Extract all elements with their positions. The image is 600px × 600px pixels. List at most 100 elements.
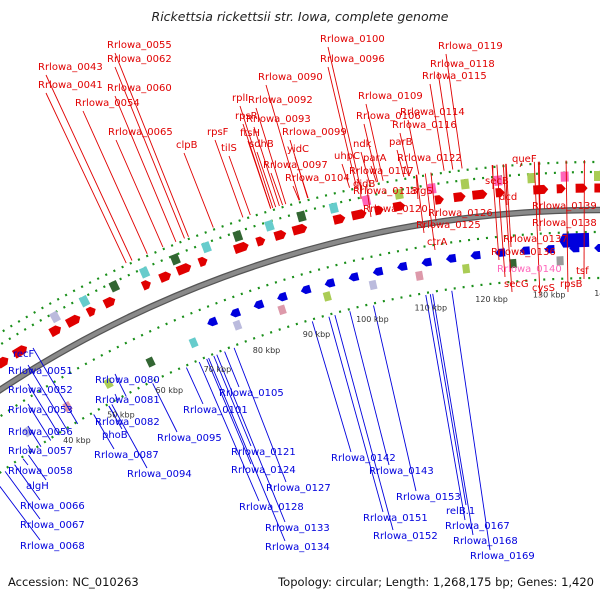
forward-gene-arrow bbox=[332, 214, 346, 225]
forward-feature-block bbox=[427, 183, 437, 195]
forward-feature-block bbox=[560, 171, 569, 182]
reverse-label-leader bbox=[213, 355, 252, 447]
track-guide-3 bbox=[0, 230, 600, 418]
reverse-gene-arrow bbox=[544, 244, 555, 254]
forward-gene-arrow bbox=[556, 184, 566, 194]
reverse-gene-label: Rrlowa_0051 bbox=[8, 366, 73, 377]
forward-gene-arrow bbox=[158, 271, 172, 283]
reverse-gene-label: Rrlowa_0143 bbox=[369, 466, 434, 477]
forward-gene-arrow bbox=[471, 189, 488, 200]
forward-gene-arrow bbox=[533, 184, 549, 195]
reverse-gene-label: recF bbox=[13, 349, 35, 360]
forward-gene-arrow bbox=[48, 325, 62, 338]
forward-gene-label: Rrlowa_0122 bbox=[397, 153, 462, 164]
forward-gene-label: Rrlowa_0065 bbox=[108, 127, 173, 138]
reverse-gene-arrow bbox=[207, 316, 219, 327]
reverse-gene-arrow bbox=[253, 299, 265, 310]
forward-label-leader bbox=[502, 164, 513, 293]
reverse-feature-block bbox=[103, 377, 114, 390]
reverse-feature-block bbox=[368, 279, 378, 291]
reverse-feature-block bbox=[232, 319, 243, 331]
forward-gene-arrow bbox=[64, 314, 81, 328]
reverse-gene-label: Rrlowa_0134 bbox=[265, 542, 330, 553]
reverse-label-leader bbox=[224, 351, 240, 388]
forward-label-leader bbox=[370, 165, 377, 183]
forward-gene-arrow bbox=[392, 201, 406, 212]
forward-feature-block bbox=[232, 229, 244, 243]
forward-gene-label: Rrlowa_0137 bbox=[503, 234, 568, 245]
forward-label-leader bbox=[416, 174, 425, 234]
gene-labels: 40 kbp 50 kbp 60 kbp 70 kbp 80 kbp 90 kbp 100 … bbox=[8, 34, 600, 562]
forward-label-leader bbox=[429, 83, 445, 171]
forward-label-leader bbox=[363, 123, 379, 183]
reverse-feature-block bbox=[277, 304, 287, 316]
reverse-gene-label: Rrlowa_0128 bbox=[239, 502, 304, 513]
forward-feature-block bbox=[394, 188, 404, 200]
reverse-gene-label: Rrlowa_0067 bbox=[20, 520, 85, 531]
reverse-gene-label: Rrlowa_0105 bbox=[219, 388, 284, 399]
forward-gene-label: Rrlowa_0136 bbox=[491, 247, 556, 258]
forward-gene-label: rpsB bbox=[560, 279, 583, 290]
forward-gene-arrow bbox=[11, 345, 28, 359]
scale-tick-label: 90 kbp bbox=[303, 330, 331, 339]
forward-gene-label: tsf bbox=[576, 266, 589, 277]
reverse-gene-label: Rrlowa_0152 bbox=[373, 531, 438, 542]
forward-gene-label: yidC bbox=[287, 144, 309, 155]
reverse-feature-block bbox=[322, 291, 332, 302]
topology-summary: Topology: circular; Length: 1,268,175 bp… bbox=[278, 575, 594, 589]
reverse-gene-arrow bbox=[300, 284, 312, 295]
forward-label-leader bbox=[533, 161, 541, 297]
forward-gene-label: Rrlowa_0104 bbox=[285, 173, 350, 184]
forward-label-leader bbox=[183, 152, 214, 228]
forward-label-leader bbox=[537, 161, 541, 232]
reverse-feature-block bbox=[22, 426, 33, 438]
forward-label-leader bbox=[214, 139, 244, 218]
reverse-label-leader bbox=[432, 293, 474, 536]
forward-gene-label: tilS bbox=[221, 143, 237, 154]
reverse-gene-label: Rrlowa_0052 bbox=[8, 385, 73, 396]
reverse-label-leader bbox=[93, 414, 115, 450]
forward-gene-label: Rrlowa_0055 bbox=[107, 40, 172, 51]
forward-gene-label: Rrlowa_0109 bbox=[358, 91, 423, 102]
forward-gene-label: Rrlowa_0116 bbox=[392, 120, 457, 131]
reverse-gene-label: relB.1 bbox=[446, 506, 475, 517]
forward-label-leader bbox=[505, 163, 508, 206]
forward-gene-arrow bbox=[495, 187, 505, 198]
forward-gene-label: Rrlowa_0043 bbox=[38, 62, 103, 73]
reverse-gene-label: Rrlowa_0168 bbox=[453, 536, 518, 547]
forward-feature-block bbox=[138, 266, 151, 279]
reverse-gene-arrow bbox=[277, 291, 288, 302]
forward-gene-label: sdhB bbox=[249, 139, 274, 150]
reverse-label-leader bbox=[198, 361, 260, 502]
reverse-gene-label: Rrlowa_0127 bbox=[266, 483, 331, 494]
forward-gene-arrow bbox=[233, 241, 249, 254]
forward-gene-label: secG bbox=[504, 279, 529, 290]
forward-label-leader bbox=[565, 160, 569, 293]
reverse-gene-label: Rrlowa_0058 bbox=[8, 466, 73, 477]
scale-tick-label: 100 kbp bbox=[356, 315, 389, 324]
forward-label-leader bbox=[115, 139, 164, 248]
reverse-label-leader bbox=[216, 354, 286, 523]
forward-gene-arrow bbox=[255, 236, 266, 247]
forward-label-leader bbox=[505, 163, 512, 248]
forward-gene-label: rpsF bbox=[207, 127, 229, 138]
reverse-gene-label: Rrlowa_0057 bbox=[8, 446, 73, 457]
reverse-gene-label: Rrlowa_0087 bbox=[94, 450, 159, 461]
forward-feature-block bbox=[296, 210, 307, 223]
forward-label-leader bbox=[404, 165, 410, 177]
forward-gene-label: Rrlowa_0097 bbox=[263, 160, 328, 171]
reverse-gene-arrow bbox=[445, 253, 457, 263]
reverse-gene-label: Rrlowa_0153 bbox=[396, 492, 461, 503]
forward-gene-label: cysS bbox=[532, 283, 555, 294]
forward-label-leader bbox=[256, 151, 277, 208]
forward-gene-label: Rrlowa_0117 bbox=[349, 166, 414, 177]
track-layer bbox=[0, 160, 600, 475]
forward-gene-label: argS bbox=[410, 186, 433, 197]
reverse-feature-block bbox=[509, 258, 517, 269]
forward-gene-arrow bbox=[373, 205, 384, 216]
forward-feature-block bbox=[593, 170, 600, 182]
forward-label-leader bbox=[356, 178, 361, 186]
forward-gene-label: dcd bbox=[499, 192, 517, 203]
reverse-label-leader bbox=[14, 464, 41, 501]
forward-label-leader bbox=[255, 107, 287, 205]
